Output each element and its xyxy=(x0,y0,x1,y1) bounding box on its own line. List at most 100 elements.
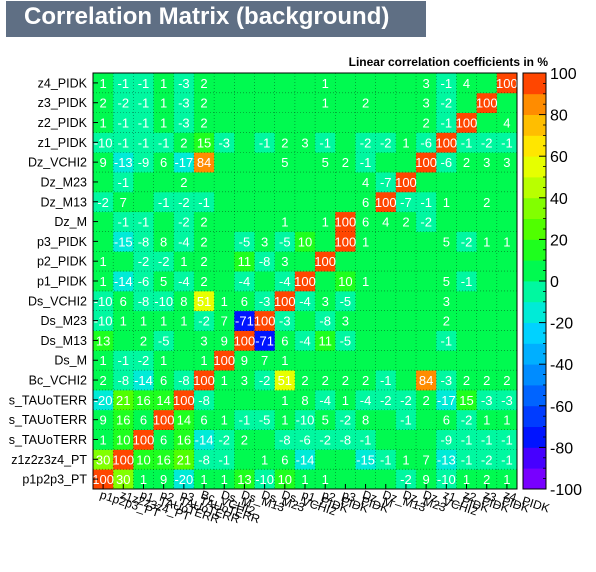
heatmap-cell xyxy=(294,211,316,232)
cell-value-label: 5 xyxy=(160,274,167,289)
heatmap-cell xyxy=(294,191,316,213)
heatmap-cell xyxy=(456,112,478,133)
heatmap-cell xyxy=(476,112,498,133)
cell-value-label: -14 xyxy=(134,373,153,388)
heatmap-cell xyxy=(254,290,276,312)
cell-value-label: 9 xyxy=(221,333,228,348)
heatmap-cell xyxy=(254,152,276,173)
heatmap-cell xyxy=(355,92,377,114)
heatmap-cell xyxy=(355,132,377,153)
cell-value-label: -5 xyxy=(259,413,271,428)
cell-value-label: -8 xyxy=(138,294,150,309)
heatmap-cell xyxy=(113,231,134,252)
heatmap-cell xyxy=(193,112,215,133)
cell-value-label: 1 xyxy=(160,116,167,131)
cell-value-label: 100 xyxy=(153,413,175,428)
heatmap-cell xyxy=(456,350,478,371)
heatmap-cell xyxy=(355,389,377,411)
cell-value-label: 4 xyxy=(362,175,369,190)
cell-value-label: -10 xyxy=(94,135,113,150)
heatmap-cell xyxy=(153,132,175,153)
heatmap-cell xyxy=(133,290,154,312)
cell-value-label: 100 xyxy=(335,215,357,230)
heatmap-cell xyxy=(476,370,498,391)
heatmap-cell xyxy=(476,449,498,470)
colorbar-segment xyxy=(523,73,546,95)
heatmap-cell xyxy=(193,469,215,490)
cell-value-label: -8 xyxy=(279,432,291,447)
heatmap-cell xyxy=(234,172,255,193)
cell-value-label: -1 xyxy=(118,76,130,91)
cell-value-label: 1 xyxy=(322,76,329,91)
heatmap-cell xyxy=(436,469,457,490)
cell-value-label: -2 xyxy=(178,195,190,210)
heatmap-cell xyxy=(395,251,417,272)
heatmap-cell xyxy=(335,429,356,450)
cell-value-label: 2 xyxy=(322,373,329,388)
heatmap-cell xyxy=(274,449,296,470)
cell-value-label: -1 xyxy=(118,215,130,230)
heatmap-cell xyxy=(113,191,134,213)
heatmap-cell xyxy=(315,310,336,331)
colorbar-segment xyxy=(523,301,546,323)
heatmap-cell xyxy=(294,370,316,391)
heatmap-cell xyxy=(375,389,397,411)
cell-value-label: -8 xyxy=(259,254,271,269)
colorbar-segment xyxy=(523,156,546,178)
cell-value-label: 16 xyxy=(136,393,150,408)
heatmap-cell xyxy=(416,310,437,331)
cell-value-label: -10 xyxy=(437,472,456,487)
cell-value-label: 1 xyxy=(362,234,369,249)
cell-value-label: 1 xyxy=(281,393,288,408)
heatmap-cell xyxy=(193,92,215,114)
cell-value-label: -15 xyxy=(114,234,133,249)
y-tick-label: s_TAUoTERR xyxy=(9,433,87,447)
cell-value-label: 3 xyxy=(423,76,430,91)
heatmap-cell xyxy=(294,350,316,371)
cell-value-label: 100 xyxy=(476,96,498,111)
heatmap-cell xyxy=(436,251,457,272)
cell-value-label: -71 xyxy=(255,333,274,348)
heatmap-cell xyxy=(133,112,154,133)
cell-value-label: -1 xyxy=(118,175,130,190)
heatmap-cell xyxy=(335,271,356,292)
heatmap-cell xyxy=(234,152,255,173)
heatmap-cell xyxy=(294,290,316,312)
heatmap-cell xyxy=(173,409,195,430)
cell-value-label: -2 xyxy=(461,234,473,249)
heatmap-cell xyxy=(113,429,134,450)
heatmap-cell xyxy=(476,152,498,173)
cell-value-label: -17 xyxy=(174,155,193,170)
heatmap-cell xyxy=(93,73,114,94)
cell-value-label: -8 xyxy=(319,314,331,329)
heatmap-cell xyxy=(416,191,437,213)
cell-value-label: -1 xyxy=(481,432,493,447)
cell-value-label: -4 xyxy=(178,234,190,249)
heatmap-cell xyxy=(375,172,397,193)
heatmap-cell xyxy=(274,152,296,173)
cell-value-label: -7 xyxy=(380,175,392,190)
heatmap-cell xyxy=(436,152,457,173)
cell-value-label: 2 xyxy=(180,135,187,150)
heatmap-cell xyxy=(395,191,417,213)
colorbar-tick-label: -40 xyxy=(550,357,573,374)
cell-value-label: 1 xyxy=(443,195,450,210)
cell-value-label: 100 xyxy=(496,76,518,91)
heatmap-cell xyxy=(355,172,377,193)
heatmap-cell xyxy=(315,271,336,292)
cell-value-label: 8 xyxy=(160,234,167,249)
colorbar-tick-label: 0 xyxy=(550,274,559,291)
cell-value-label: -6 xyxy=(299,432,311,447)
heatmap-cell xyxy=(375,310,397,331)
heatmap-cell xyxy=(496,251,518,272)
cell-value-label: 100 xyxy=(92,472,114,487)
heatmap-cell xyxy=(173,152,195,173)
heatmap-cell xyxy=(395,409,417,430)
cell-value-label: 5 xyxy=(443,274,450,289)
cell-value-label: 100 xyxy=(435,135,457,150)
heatmap-cell xyxy=(214,350,235,371)
cell-value-label: 100 xyxy=(314,254,336,269)
heatmap-cell xyxy=(335,350,356,371)
cell-value-label: 7 xyxy=(221,314,228,329)
cell-value-label: -1 xyxy=(118,353,130,368)
